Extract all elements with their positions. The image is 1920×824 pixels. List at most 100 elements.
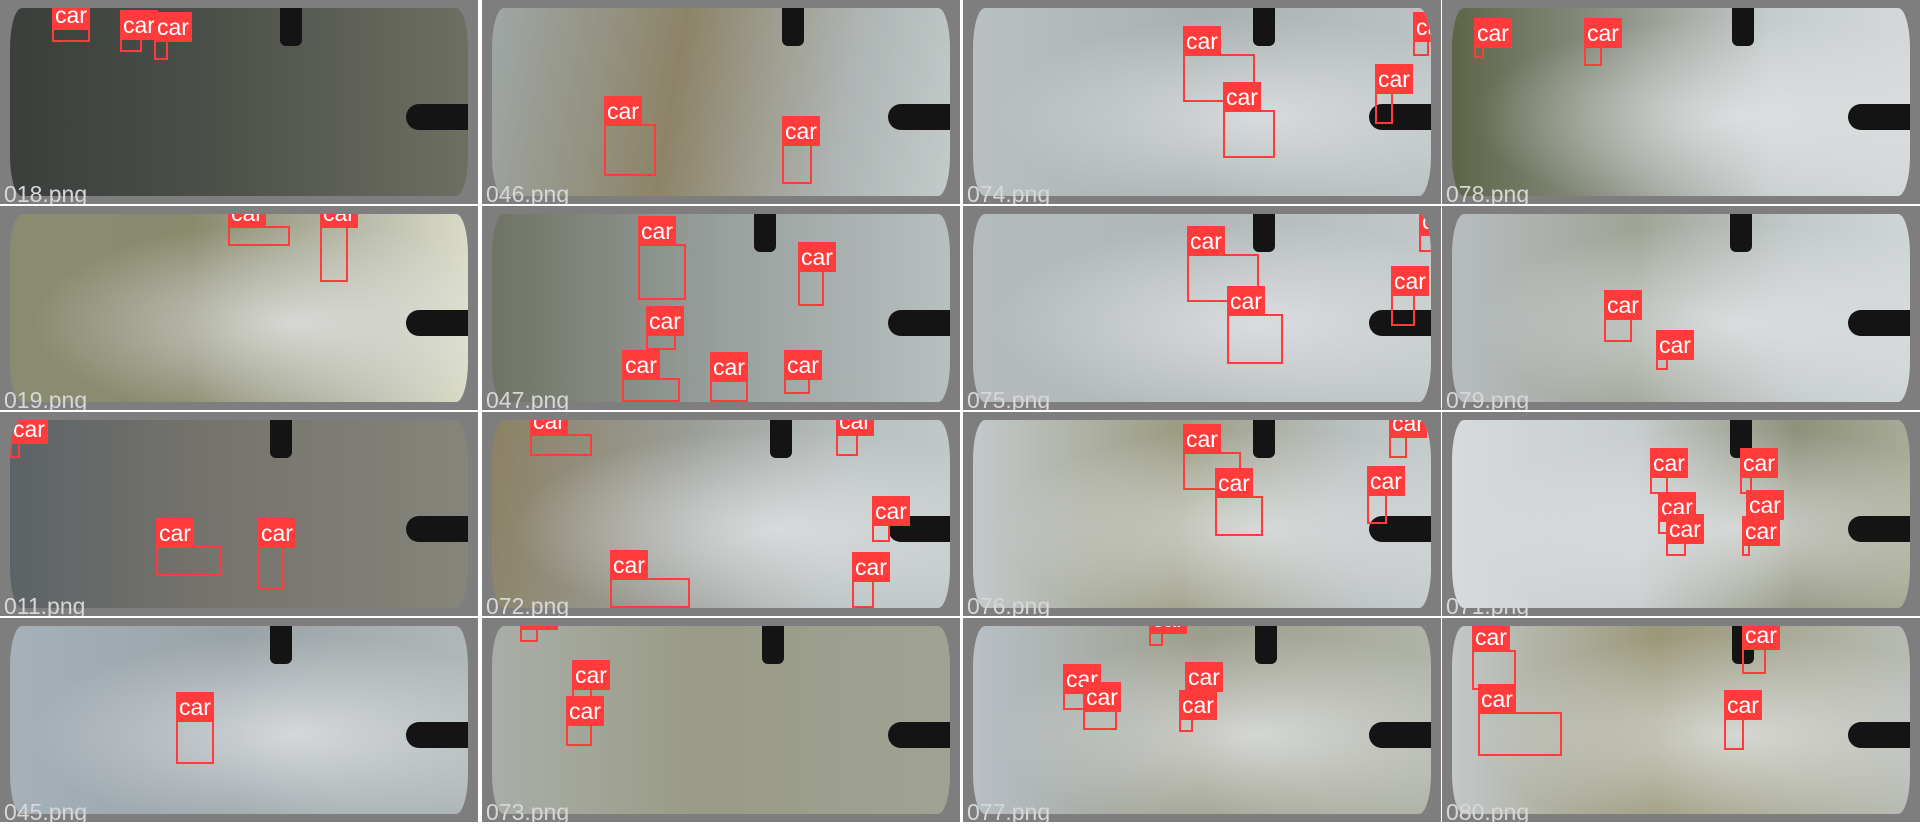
drone-arm	[1255, 626, 1277, 664]
tile-photo: car car	[492, 8, 950, 196]
car-detection-label: car	[1413, 12, 1431, 42]
car-detection-box: car	[1179, 718, 1193, 732]
drone-arm	[1732, 8, 1754, 46]
drone-arm	[406, 722, 468, 748]
drone-arm	[888, 310, 950, 336]
car-detection-label: car	[610, 550, 648, 580]
drone-arm	[888, 104, 950, 130]
car-detection-label: car	[646, 306, 684, 336]
tile-075: car car car car 075.png	[963, 206, 1441, 410]
car-detection-label: car	[1650, 448, 1688, 478]
car-detection-box: car	[1604, 318, 1632, 342]
car-detection-label: car	[530, 420, 568, 436]
car-detection-box: car	[622, 378, 680, 402]
car-detection-label: car	[1185, 662, 1223, 692]
car-detection-label: car	[1478, 684, 1516, 714]
tile-074: car car car car 074.png	[963, 0, 1441, 204]
car-detection-box: car	[610, 578, 690, 608]
car-detection-box: car	[604, 124, 656, 176]
drone-arm	[406, 104, 468, 130]
car-detection-box: car	[1413, 40, 1429, 56]
car-detection-box: car	[638, 244, 686, 300]
car-detection-label: car	[1584, 18, 1622, 48]
car-detection-box: car	[530, 434, 592, 456]
car-detection-box: car	[566, 724, 592, 746]
car-detection-label: car	[1083, 682, 1121, 712]
tile-filename: 076.png	[967, 593, 1050, 616]
tile-019: car car 019.png	[0, 206, 478, 410]
tile-filename: 072.png	[486, 593, 569, 616]
car-detection-box: car	[1391, 294, 1415, 326]
car-detection-box: car	[1419, 234, 1431, 252]
car-detection-label: car	[1187, 226, 1225, 256]
car-detection-box: car	[872, 524, 890, 542]
car-detection-box: car	[1367, 494, 1387, 524]
car-detection-box: car	[1742, 544, 1750, 556]
drone-arm	[754, 214, 776, 252]
car-detection-label: car	[1389, 420, 1427, 438]
tile-073: car car car 073.png	[482, 618, 960, 822]
tile-filename: 075.png	[967, 387, 1050, 410]
car-detection-label: car	[1223, 82, 1261, 112]
car-detection-label: car	[782, 116, 820, 146]
tile-076: car car car car 076.png	[963, 412, 1441, 616]
car-detection-box: car	[852, 580, 874, 608]
drone-arm	[280, 8, 302, 46]
car-detection-label: car	[1215, 468, 1253, 498]
tile-077: car car car car car 077.png	[963, 618, 1441, 822]
drone-arm	[1848, 104, 1910, 130]
car-detection-label: car	[798, 242, 836, 272]
car-detection-box: car	[1724, 718, 1744, 750]
car-detection-label: car	[1367, 466, 1405, 496]
car-detection-label: car	[1183, 424, 1221, 454]
car-detection-label: car	[1742, 516, 1780, 546]
car-detection-box: car	[320, 226, 348, 282]
tile-photo: car car	[1452, 8, 1910, 196]
car-detection-label: car	[1724, 690, 1762, 720]
car-detection-box: car	[1375, 92, 1393, 124]
car-detection-label: car	[10, 420, 48, 444]
drone-arm	[888, 722, 950, 748]
car-detection-label: car	[1179, 690, 1217, 720]
car-detection-box: car	[1656, 358, 1668, 370]
car-detection-box: car	[1474, 46, 1484, 58]
tile-046: car car 046.png	[482, 0, 960, 204]
tile-filename: 019.png	[4, 387, 87, 410]
tile-filename: 079.png	[1446, 387, 1529, 410]
car-detection-box: car	[782, 144, 812, 184]
car-detection-label: car	[176, 692, 214, 722]
tile-photo: car car car	[10, 8, 468, 196]
car-detection-box: car	[646, 334, 676, 350]
tile-079: car car 079.png	[1442, 206, 1920, 410]
car-detection-box: car	[1478, 712, 1562, 756]
tile-photo: car car	[10, 214, 468, 402]
car-detection-label: car	[1604, 290, 1642, 320]
drone-arm	[762, 626, 784, 664]
car-detection-label: car	[1666, 514, 1704, 544]
tile-photo: car car car car	[973, 214, 1431, 402]
tile-photo: car car car car	[973, 8, 1431, 196]
drone-arm	[1253, 214, 1275, 252]
car-detection-box: car	[836, 434, 858, 456]
drone-arm	[1848, 722, 1910, 748]
car-detection-box: car	[710, 380, 748, 402]
drone-arm	[406, 516, 468, 542]
car-detection-label: car	[1227, 286, 1265, 316]
drone-arm	[1369, 722, 1431, 748]
car-detection-label: car	[1149, 626, 1187, 634]
tile-photo: car car car car car car	[492, 214, 950, 402]
tile-photo: car car	[1452, 214, 1910, 402]
tile-photo: car car car car	[973, 420, 1431, 608]
car-detection-label: car	[604, 96, 642, 126]
tile-071: car car car car car car 071.png	[1442, 412, 1920, 616]
car-detection-label: car	[52, 8, 90, 30]
car-detection-box: car	[1389, 436, 1407, 458]
car-detection-label: car	[154, 12, 192, 42]
tile-018: car car car 018.png	[0, 0, 478, 204]
car-detection-box: car	[228, 226, 290, 246]
tile-filename: 074.png	[967, 181, 1050, 204]
car-detection-label: car	[1742, 626, 1780, 650]
tile-filename: 046.png	[486, 181, 569, 204]
drone-arm	[270, 420, 292, 458]
car-detection-label: car	[566, 696, 604, 726]
